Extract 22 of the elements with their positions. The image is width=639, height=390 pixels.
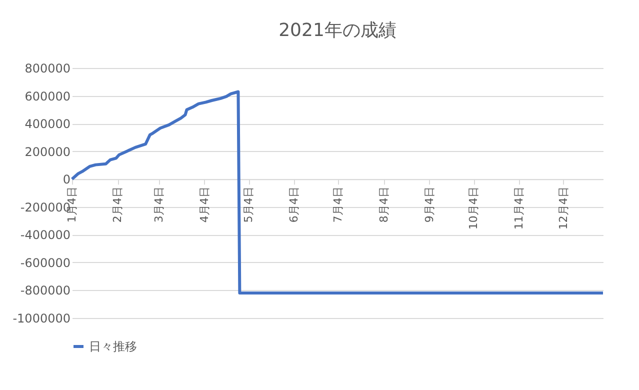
- x-tick-label: 2月4日: [111, 186, 124, 223]
- x-tick-label: 3月4日: [152, 186, 166, 223]
- y-tick-label: 200000: [24, 144, 70, 159]
- chart-title: 2021年の成績: [278, 20, 396, 41]
- x-tick-label: 10月4日: [467, 186, 480, 230]
- y-tick-label: 0: [62, 172, 70, 187]
- x-tick-label: 6月4日: [288, 186, 301, 223]
- x-tick-label: 5月4日: [242, 186, 256, 223]
- x-tick-label: 9月4日: [422, 186, 436, 223]
- y-tick-label: 800000: [24, 62, 70, 76]
- x-tick-label: 12月4日: [556, 186, 570, 230]
- y-tick-label: -1000000: [12, 312, 70, 326]
- y-tick-label: 400000: [24, 117, 70, 132]
- y-tick-label: -600000: [20, 256, 70, 270]
- y-tick-label: -800000: [20, 284, 70, 298]
- x-tick-label: 7月4日: [332, 186, 345, 223]
- legend-label: 日々推移: [89, 340, 137, 354]
- y-tick-label: 600000: [24, 89, 70, 104]
- y-tick-label: -400000: [20, 228, 70, 242]
- x-tick-label: 8月4日: [377, 186, 390, 223]
- x-tick-label: 4月4日: [198, 186, 211, 223]
- x-tick-label: 11月4日: [512, 186, 526, 230]
